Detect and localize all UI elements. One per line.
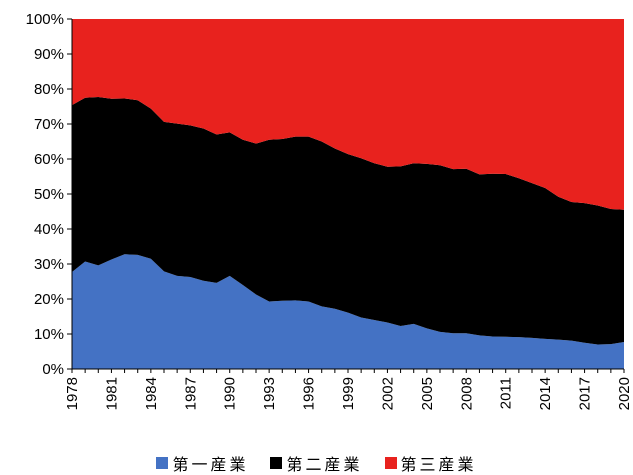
area-series-1 xyxy=(72,254,624,369)
x-tick-label: 1984 xyxy=(143,377,160,410)
legend-swatch-primary xyxy=(156,457,169,469)
legend-swatch-tertiary xyxy=(384,457,397,469)
x-tick-label: 2014 xyxy=(537,377,554,410)
x-tick-label: 2017 xyxy=(577,377,594,410)
x-tick-label: 1999 xyxy=(340,377,357,410)
area-series-group xyxy=(72,19,624,369)
x-tick-label: 1996 xyxy=(301,377,318,410)
x-tick-label: 2008 xyxy=(458,377,475,410)
area-series-3 xyxy=(72,19,624,210)
x-tick-label: 2002 xyxy=(379,377,396,410)
y-axis-ticks: 0% 10% 20% 30% 40% 50% 60% 70% 80% 90% 100% xyxy=(26,11,72,378)
x-tick-label: 1990 xyxy=(222,377,239,410)
x-tick-label: 1993 xyxy=(261,377,278,410)
x-tick-label: 1978 xyxy=(64,377,81,410)
y-tick-label: 10% xyxy=(34,326,64,343)
legend-swatch-secondary xyxy=(270,457,283,469)
legend-item-tertiary: 第三産業 xyxy=(384,451,477,475)
x-tick-label: 2020 xyxy=(616,377,633,410)
area-series-2 xyxy=(72,97,624,345)
y-tick-label: 70% xyxy=(34,116,64,133)
x-tick-label: 2011 xyxy=(498,377,515,409)
y-tick-label: 0% xyxy=(42,361,64,378)
legend-item-primary: 第一産業 xyxy=(156,451,248,475)
x-axis-ticks: 1978 1981 1984 1987 1990 1993 1996 1999 2002 2005… xyxy=(64,369,633,410)
legend-label-primary: 第一産業 xyxy=(172,455,249,474)
y-tick-label: 20% xyxy=(34,291,64,308)
y-tick-label: 60% xyxy=(34,151,64,168)
y-tick-label: 100% xyxy=(26,11,64,28)
y-tick-label: 40% xyxy=(34,221,64,238)
legend-label-secondary: 第二産業 xyxy=(286,455,363,474)
y-tick-label: 50% xyxy=(34,186,64,203)
legend: 第一産業 第二産業 第三産業 xyxy=(0,452,633,474)
y-tick-label: 30% xyxy=(34,256,64,273)
legend-item-secondary: 第二産業 xyxy=(270,451,362,475)
x-tick-label: 1981 xyxy=(103,377,120,410)
legend-label-tertiary: 第三産業 xyxy=(400,455,477,474)
x-tick-label: 1987 xyxy=(182,377,199,410)
y-tick-label: 80% xyxy=(34,81,64,98)
x-tick-label: 2005 xyxy=(419,377,436,410)
y-tick-label: 90% xyxy=(34,46,64,63)
